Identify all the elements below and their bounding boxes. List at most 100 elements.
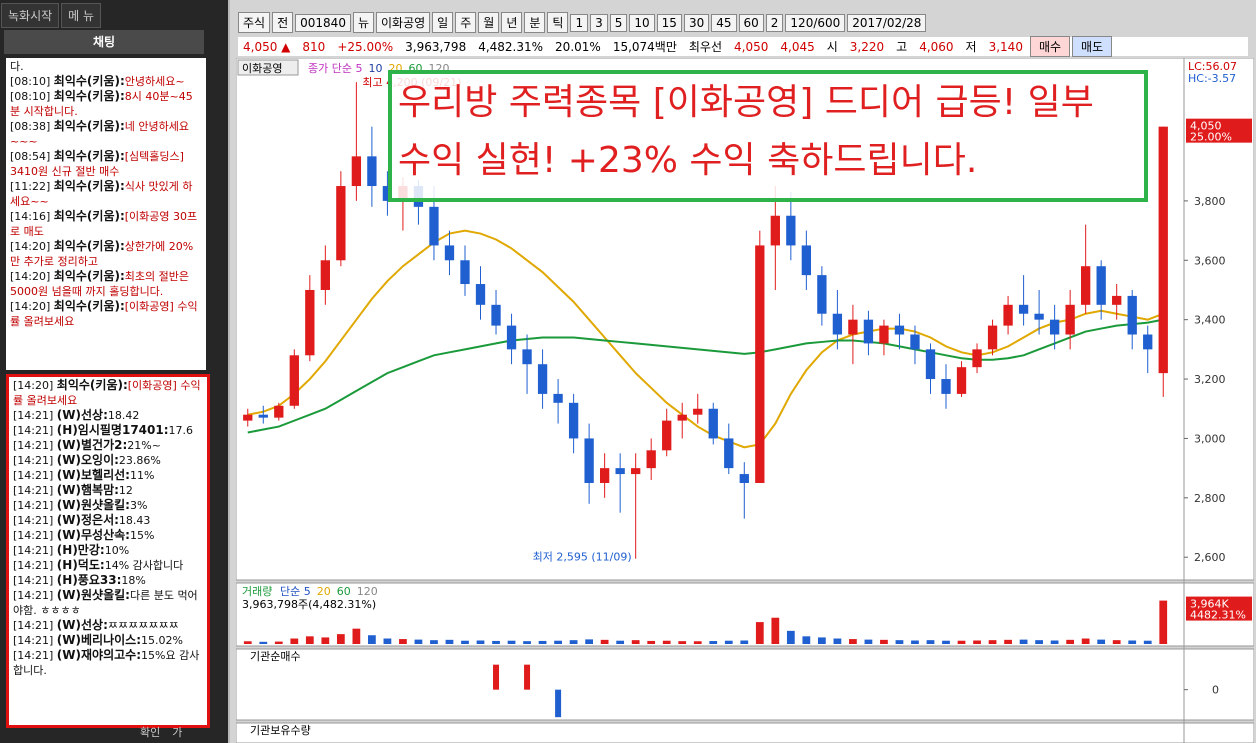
toolbar-item[interactable]: 2017/02/28	[847, 13, 927, 32]
candle-body	[832, 313, 843, 335]
toolbar-item[interactable]: 일	[432, 12, 454, 33]
candle-body	[1018, 304, 1029, 314]
chat-author: (W)무성산속:	[56, 528, 130, 542]
volume-bar	[833, 638, 842, 644]
toolbar-item[interactable]: 월	[478, 12, 500, 33]
institutional-title: 기관순매수	[250, 650, 301, 663]
toolbar-item[interactable]: 뉴	[352, 12, 374, 33]
candle-body	[941, 379, 951, 394]
toolbar-item[interactable]: 120/600	[785, 13, 846, 32]
sidebar-button[interactable]: 메 뉴	[61, 3, 102, 28]
volume-bar	[880, 639, 888, 644]
chat-text: [심텍홀딩스] 3410원 신규 절반 매수	[10, 150, 184, 178]
legend-item: 120	[357, 585, 378, 598]
toolbar-item[interactable]: 이화공영	[376, 12, 431, 33]
toolbar-item[interactable]: 2	[765, 13, 784, 32]
toolbar-item[interactable]: 30	[683, 13, 710, 32]
chat-time: [08:10]	[10, 75, 51, 88]
candle-body	[925, 349, 936, 380]
legend-item: 60	[337, 585, 351, 598]
chat-message: [14:21] (W)보헬리선:11%	[13, 468, 203, 483]
chat-author: 최익수(키움):	[56, 378, 128, 392]
candle-body	[1065, 304, 1075, 335]
candle-body	[320, 260, 330, 290]
toolbar-item[interactable]: 년	[501, 12, 523, 33]
toolbar-item[interactable]: 60	[738, 13, 764, 32]
sidebar-button[interactable]: 녹화시작	[1, 3, 60, 28]
candle-body	[956, 367, 967, 394]
toolbar-item[interactable]: 001840	[295, 13, 351, 32]
chat-time: [14:21]	[13, 649, 54, 662]
chat-author: (W)원샷올킬:	[56, 588, 130, 602]
toolbar-item[interactable]: 틱	[547, 12, 569, 33]
volume-caption: 3,963,798주(4,482.31%)	[242, 598, 376, 611]
chat-time: [08:38]	[10, 120, 51, 133]
volume-bar	[1112, 640, 1121, 644]
volume-bar	[678, 641, 687, 644]
volume-bar	[336, 634, 345, 644]
chat-footer: 확인 가	[140, 724, 194, 740]
y-tick-label: 2,800	[1194, 492, 1226, 505]
footer-button[interactable]: 가	[172, 726, 183, 739]
quote-item: 최우선	[688, 40, 723, 54]
trade-button[interactable]: 매도	[1072, 36, 1113, 57]
chat-text: 11%	[129, 469, 155, 482]
toolbar-item[interactable]: 45	[711, 13, 737, 32]
toolbar-item[interactable]: 주	[455, 12, 477, 33]
chat-author: (H)만강:	[56, 543, 105, 557]
candle-body	[305, 289, 315, 356]
toolbar-item[interactable]: 15	[656, 13, 682, 32]
chat-time: [14:21]	[13, 514, 54, 527]
toolbar-item[interactable]: 전	[272, 12, 294, 33]
chat-time: [14:21]	[13, 544, 54, 557]
pane	[236, 582, 1254, 647]
volume-bar	[817, 637, 826, 644]
candle-body	[677, 414, 687, 421]
toolbar-item[interactable]: 1	[570, 13, 589, 32]
candle-body	[568, 402, 579, 439]
chat-author: (W)별건가2:	[56, 438, 128, 452]
candle-body	[599, 468, 610, 483]
quote-item: 810	[302, 39, 326, 54]
candle-body	[537, 364, 548, 394]
candle-body	[708, 408, 718, 439]
volume-bar	[1066, 639, 1075, 644]
chat-time: [14:21]	[13, 484, 54, 497]
holdings-title: 기관보유수량	[250, 724, 311, 737]
chat-time: [14:20]	[10, 270, 51, 283]
chat-message: [14:21] (W)선상:18.42	[13, 408, 203, 423]
candle-body	[243, 414, 253, 421]
chat-text: 8시 40분~45분 시작합니다.	[10, 90, 193, 118]
volume-bar	[740, 640, 749, 644]
chat-message: [14:20] 최익수(키움):[이화공영] 수익률 올려보세요	[10, 299, 202, 329]
corner-label: LC:56.07	[1188, 60, 1237, 73]
candle-body	[584, 438, 594, 483]
volume-bar	[259, 641, 268, 644]
chat-author: (H)임시필명17401:	[56, 423, 169, 437]
toolbar-item[interactable]: 10	[629, 13, 655, 32]
chat-time: [14:20]	[13, 379, 54, 392]
chat-text: 15%요 감사합니다.	[13, 649, 200, 677]
chat-message: [14:21] (W)오잉이:23.86%	[13, 453, 203, 468]
volume-bar	[600, 639, 609, 644]
chat-message: [14:16] 최익수(키움):[이화공영 30프로 매도	[10, 209, 202, 239]
toolbar-item[interactable]: 주식	[238, 12, 271, 33]
toolbar-item[interactable]: 분	[524, 12, 546, 33]
volume-bar	[274, 641, 283, 644]
chat-text: 3%	[129, 499, 148, 512]
chat-time: [14:21]	[13, 574, 54, 587]
banner: 우리방 주력종목 [이화공영] 드디어 급등! 일부 수익 실현! +23% 수…	[388, 70, 1148, 202]
volume-bar	[290, 638, 299, 644]
volume-last-pct: 4482.31%	[1190, 609, 1246, 622]
footer-button[interactable]: 확인	[140, 726, 161, 739]
quote-item: +25.00%	[337, 39, 394, 54]
chat-message: [14:21] (W)원샷올킬:3%	[13, 498, 203, 513]
quote-item: 4,050	[734, 39, 769, 54]
chat-tab[interactable]: 채팅	[4, 30, 204, 54]
toolbar-item[interactable]: 3	[590, 13, 608, 32]
sidebar: 녹화시작 메 뉴 채팅 다. [08:10] 최익수(키움):안녕하세요~ [08:1…	[0, 0, 228, 743]
volume-bar	[926, 640, 935, 644]
toolbar-item[interactable]: 5	[609, 13, 628, 32]
last-change-label: 25.00%	[1190, 131, 1232, 144]
trade-button[interactable]: 매수	[1029, 36, 1071, 57]
